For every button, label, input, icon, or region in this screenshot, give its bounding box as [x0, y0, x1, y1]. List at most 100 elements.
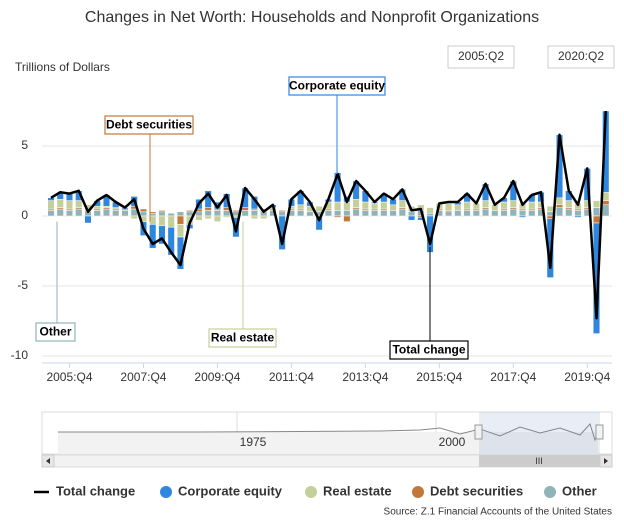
- bar: [195, 211, 203, 217]
- bar: [445, 211, 453, 217]
- x-tick-label: 2009:Q4: [194, 370, 240, 384]
- bar: [565, 208, 573, 217]
- bar: [223, 215, 231, 218]
- legend-swatch: [305, 486, 317, 498]
- bar: [352, 198, 360, 208]
- annotation-label: Total change: [392, 343, 465, 357]
- range-button[interactable]: [547, 45, 615, 69]
- bar: [463, 210, 471, 217]
- bar: [47, 197, 55, 201]
- range-button[interactable]: [447, 45, 515, 69]
- bar: [149, 211, 157, 214]
- legend-label[interactable]: Real estate: [323, 483, 392, 498]
- bar: [121, 210, 129, 217]
- bar: [546, 205, 554, 213]
- arrow: [46, 458, 50, 464]
- navigator-series: [58, 423, 601, 442]
- bar: [574, 215, 582, 218]
- navigator-label: 1975: [240, 435, 267, 449]
- bar: [463, 201, 471, 210]
- scrollbar-thumb[interactable]: [479, 455, 600, 467]
- bar: [361, 210, 369, 217]
- legend-label[interactable]: Corporate equity: [178, 483, 283, 498]
- annotation-box: [104, 115, 194, 135]
- bar: [158, 225, 166, 245]
- range-button-label[interactable]: 2020:Q2: [558, 49, 604, 63]
- bar: [75, 208, 83, 217]
- annotation-box: [35, 322, 76, 342]
- bar: [176, 224, 184, 238]
- bar: [528, 201, 536, 210]
- bar: [65, 210, 74, 217]
- bar: [167, 212, 175, 217]
- bar: [93, 210, 101, 217]
- navigator-selection[interactable]: [479, 412, 600, 454]
- bar: [139, 211, 148, 217]
- bar: [565, 200, 573, 208]
- bar: [102, 208, 111, 217]
- bar: [509, 208, 517, 217]
- bar: [482, 208, 490, 217]
- bar: [56, 198, 64, 208]
- bar: [158, 215, 166, 227]
- x-tick-label: 2005:Q4: [46, 370, 92, 384]
- bar: [260, 215, 268, 220]
- bar: [241, 210, 249, 217]
- y-axis-label: Trillions of Dollars: [15, 60, 110, 74]
- bar: [297, 210, 305, 217]
- bar: [250, 215, 258, 220]
- bar: [213, 210, 221, 217]
- bar: [167, 215, 175, 228]
- x-tick-label: 2017:Q4: [490, 370, 536, 384]
- annotation-label: Debt securities: [106, 118, 192, 132]
- bar: [47, 200, 55, 210]
- bar: [389, 210, 397, 217]
- bar: [315, 205, 323, 213]
- bar: [343, 210, 351, 217]
- total-line: [50, 110, 608, 320]
- legend-label[interactable]: Total change: [56, 483, 135, 498]
- bar: [408, 215, 416, 221]
- bar: [500, 201, 508, 210]
- bar: [592, 215, 601, 224]
- bar: [509, 200, 517, 208]
- bar: [250, 210, 258, 217]
- navigator-handle[interactable]: [595, 424, 604, 440]
- bar: [93, 205, 101, 210]
- bar: [555, 204, 564, 208]
- bar: [112, 210, 120, 217]
- bar: [555, 197, 564, 206]
- bar: [204, 215, 212, 220]
- bar: [380, 210, 388, 217]
- bar: [398, 208, 406, 217]
- arrow: [604, 458, 608, 464]
- bar: [454, 204, 462, 211]
- bar: [204, 210, 212, 217]
- bar: [241, 207, 249, 211]
- bar: [398, 200, 406, 208]
- legend-label[interactable]: Debt securities: [430, 483, 523, 498]
- bar: [75, 200, 83, 208]
- bar: [602, 204, 610, 217]
- bar: [546, 211, 554, 217]
- bar: [371, 210, 379, 217]
- chart-title: Changes in Net Worth: Households and Non…: [85, 9, 539, 26]
- bar: [139, 208, 148, 213]
- bar: [482, 200, 490, 208]
- navigator-area: [58, 432, 598, 454]
- bar: [380, 201, 388, 210]
- legend-label[interactable]: Other: [562, 483, 597, 498]
- navigator-handle[interactable]: [474, 424, 483, 440]
- range-button-label[interactable]: 2005:Q2: [458, 49, 504, 63]
- scrollbar-grip[interactable]: III: [535, 456, 543, 466]
- annotation-box: [288, 76, 386, 96]
- annotation-label: Other: [39, 325, 71, 339]
- bar: [130, 215, 138, 220]
- legend-swatch: [160, 486, 172, 498]
- bar: [324, 210, 332, 217]
- y-tick-label: 0: [21, 208, 28, 222]
- annotation-label: Corporate equity: [289, 79, 385, 93]
- bar: [518, 215, 527, 218]
- y-tick-label: -5: [17, 278, 28, 292]
